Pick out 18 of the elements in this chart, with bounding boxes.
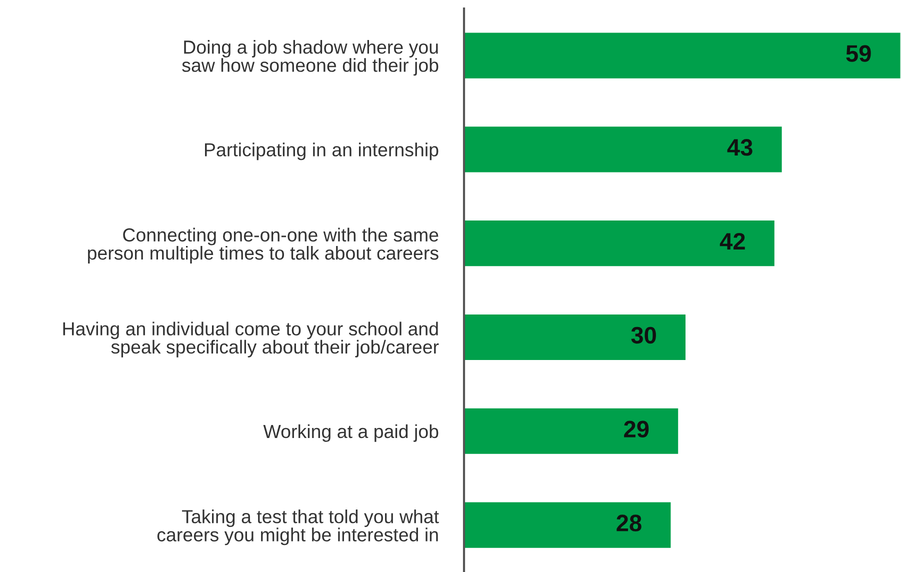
bar xyxy=(464,219,776,268)
bar xyxy=(464,31,901,80)
data-label: 29 xyxy=(624,420,649,438)
bar xyxy=(464,125,784,174)
data-label: 28 xyxy=(616,514,642,532)
data-label: 30 xyxy=(631,326,656,344)
y-tick-label: Participating in an internship xyxy=(205,142,438,160)
y-tick-label: Doing a job shadow where you saw how someone did their job xyxy=(182,40,438,76)
bar xyxy=(464,313,687,362)
data-label: 59 xyxy=(846,45,871,62)
bar xyxy=(464,406,680,456)
data-label: 42 xyxy=(720,232,745,250)
y-tick-label: Taking a test that told you what careers you might be interested in xyxy=(157,510,439,546)
y-tick-label: Working at a paid job xyxy=(263,424,438,442)
y-tick-label: Having an individual come to your school and speak specifically about their job/career xyxy=(63,322,439,358)
data-label: 43 xyxy=(727,139,752,156)
bar xyxy=(464,500,672,550)
y-tick-label: Connecting one-on-one with the same person multiple times to talk about careers xyxy=(88,228,438,264)
